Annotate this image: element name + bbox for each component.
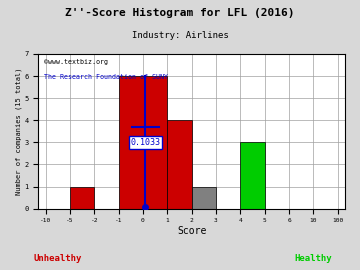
Bar bbox=[192, 187, 216, 209]
Bar bbox=[70, 187, 94, 209]
Text: Industry: Airlines: Industry: Airlines bbox=[132, 31, 228, 40]
X-axis label: Score: Score bbox=[177, 226, 206, 236]
Text: Healthy: Healthy bbox=[294, 254, 332, 263]
Text: ©www.textbiz.org: ©www.textbiz.org bbox=[44, 59, 108, 65]
Text: 0.1033: 0.1033 bbox=[130, 138, 161, 147]
Text: Z''-Score Histogram for LFL (2016): Z''-Score Histogram for LFL (2016) bbox=[65, 8, 295, 18]
Text: Unhealthy: Unhealthy bbox=[33, 254, 82, 263]
Bar bbox=[240, 142, 265, 209]
Y-axis label: Number of companies (15 total): Number of companies (15 total) bbox=[15, 68, 22, 195]
Text: The Research Foundation of SUNY: The Research Foundation of SUNY bbox=[44, 74, 168, 80]
Bar bbox=[167, 120, 192, 209]
Bar bbox=[118, 76, 167, 209]
